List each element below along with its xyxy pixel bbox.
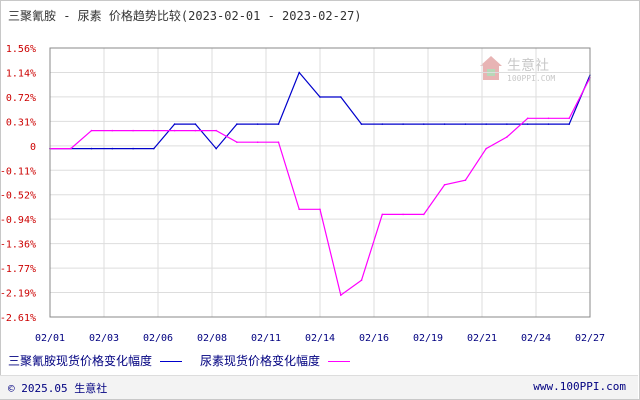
data-point	[485, 123, 488, 125]
legend-swatch-urea	[328, 361, 351, 362]
data-point	[256, 141, 259, 143]
y-tick-label: 0	[30, 142, 36, 153]
watermark-logo: 生意社 100PPI.COM	[480, 56, 555, 83]
x-tick-label: 02/27	[575, 333, 605, 344]
data-point	[215, 147, 217, 150]
data-point	[173, 123, 176, 125]
data-point	[236, 123, 238, 125]
x-tick-label: 02/21	[467, 333, 497, 344]
x-axis: 02/01 02/03 02/06 02/08 02/11 02/14 02/16 02/19…	[35, 333, 605, 344]
watermark-name: 生意社	[507, 57, 549, 74]
x-tick-label: 02/14	[305, 333, 335, 344]
x-tick-label: 02/01	[35, 333, 65, 344]
y-tick-label: 0.72%	[6, 93, 36, 104]
data-point	[464, 179, 467, 181]
data-point	[90, 129, 93, 132]
data-point	[506, 123, 508, 125]
data-point	[443, 123, 446, 125]
data-point	[423, 213, 425, 216]
legend-label-urea: 尿素现货价格变化幅度	[200, 354, 321, 368]
data-point	[132, 147, 134, 150]
y-tick-label: -0.52%	[0, 191, 36, 202]
y-tick-label: -0.11%	[0, 166, 36, 177]
data-point	[298, 208, 301, 211]
x-tick-label: 02/11	[251, 333, 281, 344]
data-point	[547, 117, 550, 120]
data-point	[423, 123, 425, 125]
y-tick-label: 1.56%	[6, 44, 36, 55]
data-point	[526, 123, 529, 125]
y-tick-label: 1.14%	[6, 68, 36, 79]
y-tick-label: -1.36%	[0, 240, 36, 251]
data-point	[319, 208, 321, 211]
data-point	[319, 96, 321, 98]
y-tick-label: -2.61%	[0, 313, 36, 324]
data-point	[153, 147, 155, 150]
data-point	[340, 294, 342, 296]
data-point	[568, 117, 570, 120]
data-point	[111, 147, 114, 150]
data-point	[568, 123, 570, 125]
data-point	[360, 279, 363, 282]
data-point	[360, 123, 363, 125]
data-point	[381, 123, 384, 125]
y-tick-label: 0.31%	[6, 117, 36, 128]
data-point	[194, 129, 197, 132]
data-point	[298, 71, 301, 74]
chart-title: 三聚氰胺 - 尿素 价格趋势比较(2023-02-01 - 2023-02-27…	[8, 9, 362, 23]
x-tick-label: 02/06	[143, 333, 173, 344]
site-link[interactable]: www.100PPI.com	[533, 380, 626, 393]
footer: © 2025.05 生意社 www.100PPI.com	[0, 375, 638, 399]
data-point	[402, 123, 404, 125]
x-tick-label: 02/03	[89, 333, 119, 344]
data-point	[506, 136, 508, 138]
data-point	[256, 123, 259, 125]
data-point	[236, 141, 238, 143]
data-point	[277, 141, 280, 143]
x-tick-label: 02/16	[359, 333, 389, 344]
data-point	[443, 184, 446, 186]
data-point	[547, 123, 550, 125]
data-point	[215, 129, 217, 132]
x-tick-label: 02/24	[521, 333, 551, 344]
legend-label-melamine: 三聚氰胺现货价格变化幅度	[8, 354, 153, 368]
y-tick-label: -0.94%	[0, 215, 36, 226]
plot-border	[49, 47, 591, 318]
data-point	[132, 129, 134, 132]
watermark-house-icon	[480, 56, 502, 80]
data-point	[340, 96, 342, 98]
legend: 三聚氰胺现货价格变化幅度 尿素现货价格变化幅度	[8, 352, 368, 369]
data-point	[90, 147, 93, 150]
legend-swatch-melamine	[160, 361, 183, 362]
grid	[49, 47, 591, 318]
data-point	[111, 129, 114, 132]
data-point	[277, 123, 280, 125]
data-point	[526, 117, 529, 120]
y-tick-label: -1.77%	[0, 264, 36, 275]
data-point	[70, 147, 72, 150]
watermark-url: 100PPI.COM	[507, 74, 555, 83]
data-point	[381, 213, 384, 216]
y-axis: 1.56% 1.14% 0.72% 0.31% 0 -0.11% -0.52% -0.94% -…	[0, 44, 36, 324]
data-point	[173, 129, 176, 132]
x-tick-label: 02/08	[197, 333, 227, 344]
data-point	[153, 129, 155, 132]
data-point	[194, 123, 197, 125]
x-tick-label: 02/19	[413, 333, 443, 344]
copyright-text: © 2025.05 生意社	[8, 382, 108, 395]
y-tick-label: -2.19%	[0, 289, 36, 300]
data-point	[485, 147, 488, 150]
data-point	[402, 213, 404, 216]
data-point	[464, 123, 467, 125]
